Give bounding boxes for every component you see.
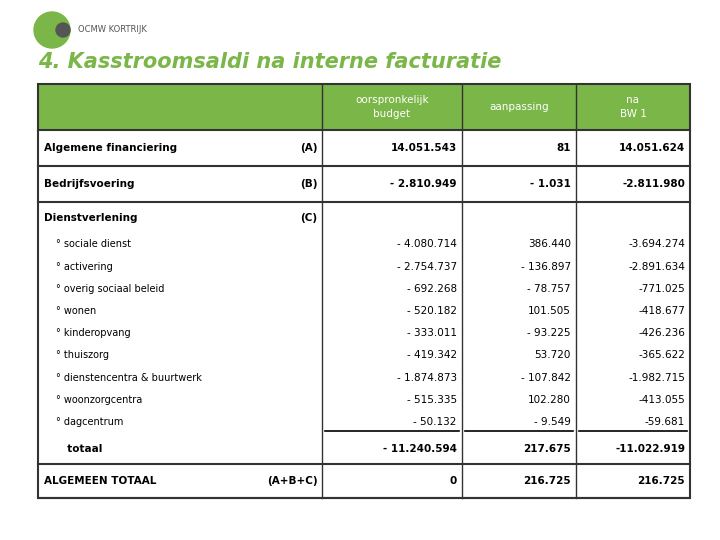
Bar <box>38 389 690 411</box>
Bar <box>38 345 690 367</box>
Text: - 515.335: - 515.335 <box>407 395 456 405</box>
Text: - 107.842: - 107.842 <box>521 373 571 383</box>
Text: - 333.011: - 333.011 <box>407 328 456 338</box>
Text: -771.025: -771.025 <box>638 284 685 294</box>
Text: - 2.810.949: - 2.810.949 <box>390 179 456 189</box>
Text: Algemene financiering: Algemene financiering <box>44 143 177 153</box>
Text: oorspronkelijk
budget: oorspronkelijk budget <box>355 96 428 119</box>
Text: - 692.268: - 692.268 <box>407 284 456 294</box>
Text: ° overig sociaal beleid: ° overig sociaal beleid <box>56 284 164 294</box>
Text: Dienstverlening: Dienstverlening <box>44 213 138 222</box>
Text: totaal: totaal <box>60 444 102 454</box>
Text: 102.280: 102.280 <box>528 395 571 405</box>
Text: ° thuiszorg: ° thuiszorg <box>56 350 109 360</box>
Bar <box>38 255 690 278</box>
Text: aanpassing: aanpassing <box>489 102 549 112</box>
Text: - 11.240.594: - 11.240.594 <box>383 444 456 454</box>
Text: - 1.874.873: - 1.874.873 <box>397 373 456 383</box>
Bar <box>38 300 690 322</box>
Text: -2.891.634: -2.891.634 <box>628 261 685 272</box>
Circle shape <box>56 23 70 37</box>
Text: - 78.757: - 78.757 <box>527 284 571 294</box>
Text: - 9.549: - 9.549 <box>534 417 571 427</box>
Text: OCMW KORTRIJK: OCMW KORTRIJK <box>78 25 147 35</box>
Bar <box>38 433 690 464</box>
Text: ° kinderopvang: ° kinderopvang <box>56 328 130 338</box>
Bar <box>38 411 690 433</box>
Text: ° dagcentrum: ° dagcentrum <box>56 417 123 427</box>
Text: - 1.031: - 1.031 <box>530 179 571 189</box>
Bar <box>38 84 690 130</box>
Text: -11.022.919: -11.022.919 <box>615 444 685 454</box>
Text: ° dienstencentra & buurtwerk: ° dienstencentra & buurtwerk <box>56 373 202 383</box>
Text: - 419.342: - 419.342 <box>407 350 456 360</box>
Text: ° wonen: ° wonen <box>56 306 96 316</box>
Bar <box>38 166 690 202</box>
Text: ° woonzorgcentra: ° woonzorgcentra <box>56 395 143 405</box>
Text: (B): (B) <box>300 179 318 189</box>
Text: - 50.132: - 50.132 <box>413 417 456 427</box>
Circle shape <box>34 12 70 48</box>
Bar <box>38 464 690 498</box>
Text: -418.677: -418.677 <box>638 306 685 316</box>
Text: 0: 0 <box>449 476 456 486</box>
Text: -365.622: -365.622 <box>638 350 685 360</box>
Bar <box>38 84 690 498</box>
Text: na
BW 1: na BW 1 <box>619 96 647 119</box>
Text: Bedrijfsvoering: Bedrijfsvoering <box>44 179 135 189</box>
Text: - 520.182: - 520.182 <box>407 306 456 316</box>
Text: ° activering: ° activering <box>56 261 113 272</box>
Text: -2.811.980: -2.811.980 <box>622 179 685 189</box>
Bar <box>38 130 690 166</box>
Text: 216.725: 216.725 <box>523 476 571 486</box>
Text: -413.055: -413.055 <box>638 395 685 405</box>
Text: 386.440: 386.440 <box>528 239 571 249</box>
Text: (A): (A) <box>300 143 318 153</box>
Bar <box>38 233 690 255</box>
Text: -59.681: -59.681 <box>644 417 685 427</box>
Text: - 2.754.737: - 2.754.737 <box>397 261 456 272</box>
Text: 101.505: 101.505 <box>528 306 571 316</box>
Text: - 136.897: - 136.897 <box>521 261 571 272</box>
Text: - 93.225: - 93.225 <box>527 328 571 338</box>
Text: 217.675: 217.675 <box>523 444 571 454</box>
Text: (C): (C) <box>300 213 318 222</box>
Text: - 4.080.714: - 4.080.714 <box>397 239 456 249</box>
Text: -426.236: -426.236 <box>638 328 685 338</box>
Bar <box>38 322 690 345</box>
Bar <box>38 202 690 233</box>
Text: 14.051.543: 14.051.543 <box>390 143 456 153</box>
Text: 81: 81 <box>557 143 571 153</box>
Bar <box>38 278 690 300</box>
Text: -1.982.715: -1.982.715 <box>628 373 685 383</box>
Text: 53.720: 53.720 <box>534 350 571 360</box>
Text: ° sociale dienst: ° sociale dienst <box>56 239 131 249</box>
Bar <box>38 367 690 389</box>
Text: (A+B+C): (A+B+C) <box>267 476 318 486</box>
Text: 14.051.624: 14.051.624 <box>618 143 685 153</box>
Text: -3.694.274: -3.694.274 <box>628 239 685 249</box>
Text: 216.725: 216.725 <box>637 476 685 486</box>
Text: ALGEMEEN TOTAAL: ALGEMEEN TOTAAL <box>44 476 156 486</box>
Text: 4. Kasstroomsaldi na interne facturatie: 4. Kasstroomsaldi na interne facturatie <box>38 52 501 72</box>
